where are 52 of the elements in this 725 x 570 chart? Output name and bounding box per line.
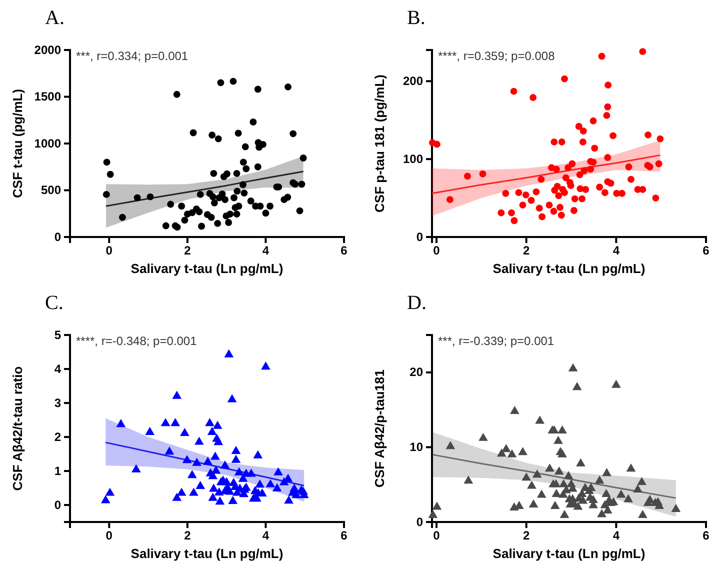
x-tick-label: 4 [262, 244, 270, 258]
y-tick-label: 5 [54, 328, 62, 342]
annotation: ****, r=-0.348; p=0.001 [76, 334, 198, 348]
y-tick-label: 20 [410, 365, 424, 380]
x-tick-label: 0 [106, 528, 113, 543]
annotation: ***, r=-0.339; p=0.001 [438, 334, 554, 348]
chart-title: C. [45, 292, 64, 314]
x-tick-label: 2 [184, 244, 192, 258]
chart-title: A. [45, 7, 64, 29]
line-series [105, 170, 304, 207]
line-series [432, 454, 677, 499]
x-tick-label: 0 [433, 528, 440, 543]
chart-title: D. [407, 292, 426, 314]
x-tick-label: 4 [612, 244, 620, 258]
x-axis-title: Salivary t-tau (Ln pg/mL) [130, 261, 284, 276]
y-tick-label: 2 [54, 430, 62, 444]
x-tick-label: 4 [262, 528, 270, 543]
y-tick-label: 0 [54, 498, 62, 512]
y-axis-title: CSF t-tau (pg/mL) [10, 88, 25, 198]
x-tick-label: 2 [522, 528, 530, 543]
x-tick-label: 2 [184, 528, 192, 543]
x-tick-label: 0 [106, 244, 113, 258]
x-tick-label: 2 [522, 244, 530, 258]
y-tick-label: 4 [54, 362, 62, 376]
x-axis-title: Salivary t-tau (Ln pg/mL) [130, 546, 284, 561]
y-tick-label: 1 [54, 464, 62, 478]
x-tick-label: 6 [702, 528, 710, 543]
y-axis-title: CSF Aβ42/p-tau181 [372, 370, 387, 488]
x-tick-label: 4 [612, 528, 620, 543]
x-tick-label: 6 [702, 244, 710, 258]
x-axis-title: Salivary t-tau (Ln pg/mL) [492, 261, 646, 276]
y-tick-label: 100 [402, 152, 424, 166]
x-tick-label: 6 [340, 244, 348, 258]
y-axis-title: CSF p-tau 181 (pg/mL) [372, 74, 387, 212]
y-tick-label: 500 [40, 183, 62, 198]
chart-title: B. [407, 7, 426, 29]
x-axis-title: Salivary t-tau (Ln pg/mL) [492, 546, 646, 561]
y-tick-label: 1000 [34, 136, 62, 150]
y-tick-label: 1500 [34, 90, 62, 104]
y-tick-label: 0 [416, 230, 424, 244]
y-axis-title: CSF Aβ42/t-tau ratio [10, 366, 25, 491]
annotation: ****, r=0.359; p=0.008 [438, 49, 556, 63]
annotation: ***, r=0.334; p=0.001 [76, 49, 188, 63]
y-tick-label: 0 [54, 230, 62, 244]
y-tick-label: 3 [54, 396, 62, 410]
y-tick-label: 2000 [34, 42, 62, 57]
x-tick-label: 0 [433, 244, 440, 258]
line-series [431, 154, 661, 194]
x-tick-label: 6 [340, 528, 348, 543]
y-tick-label: 200 [402, 74, 424, 88]
y-tick-label: 10 [410, 440, 424, 454]
y-tick-label: 0 [416, 514, 424, 529]
